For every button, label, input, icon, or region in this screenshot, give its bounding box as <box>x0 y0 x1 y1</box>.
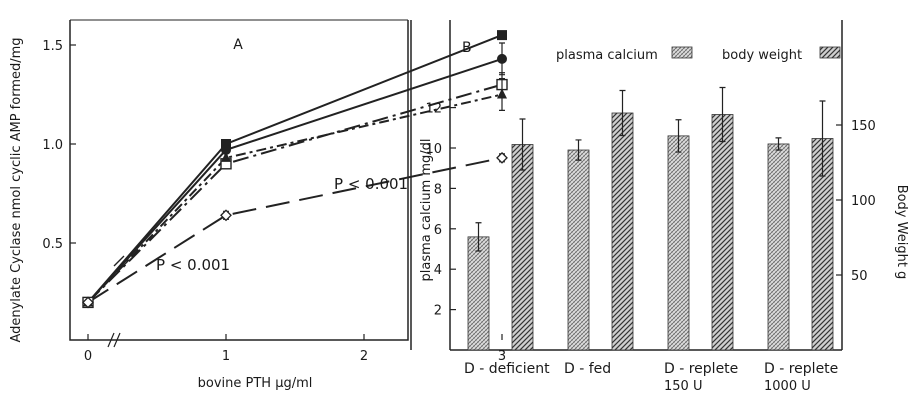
panel-a-x-tick-label: 1 <box>222 349 230 364</box>
panel-b-right-tick-label: 100 <box>851 194 876 209</box>
panel-b-left-tick-label: 4 <box>434 263 442 278</box>
calcium-error-bar <box>775 137 782 151</box>
calcium-bar <box>767 143 790 351</box>
panel-b-bars <box>467 86 834 351</box>
panel-b-right-tick-label: 150 <box>851 119 876 134</box>
panel-a-y-axis-label: Adenylate Cyclase nmol cyclic AMP formed… <box>9 37 24 342</box>
legend-label-plasma-calcium: plasma calcium <box>556 48 658 63</box>
weight-bar <box>511 144 534 351</box>
series-4-point <box>221 151 231 162</box>
panel-b-left-axis-label: plasma calcium mg/dl <box>419 138 434 281</box>
legend-swatch-plasma-calcium <box>671 46 693 59</box>
category-label: D - replete <box>664 361 738 377</box>
panel-b-left-tick-label: 10 <box>425 142 442 157</box>
panel-b-left-tick-label: 2 <box>434 304 442 319</box>
series-4-line <box>87 93 503 304</box>
weight-bar <box>711 114 734 351</box>
weight-error-bar <box>619 89 626 137</box>
series-5-point <box>220 209 232 222</box>
panel-b-right-axis-label: Body Weight g <box>894 185 909 280</box>
legend: plasma calcium body weight <box>556 46 841 63</box>
weight-error-bar <box>519 118 526 171</box>
panel-a-y-tick-label: 0.5 <box>42 237 63 252</box>
panel-a-x-tick-label: 0 <box>84 349 92 364</box>
panel-a-x-axis-break <box>107 332 121 348</box>
calcium-bar <box>667 135 690 351</box>
panel-b-left-tick-label: 8 <box>434 182 442 197</box>
panel-a-markers <box>82 30 508 309</box>
panel-b-axes: 2 4 6 8 10 12 50 100 150 <box>425 102 875 319</box>
panel-b-right-tick-label: 50 <box>851 269 868 284</box>
panel-a-x-tick-label: 2 <box>360 349 368 364</box>
series-5-point <box>82 296 94 309</box>
calcium-error-bar <box>475 222 482 252</box>
panel-b-left-tick-label: 12 <box>425 102 442 117</box>
weight-error-bar <box>719 86 726 143</box>
series-5-line <box>87 156 503 304</box>
calcium-error-bar <box>675 119 682 153</box>
panel-b-left-tick-label: 6 <box>434 223 442 238</box>
panel-a-x-axis-label: bovine PTH μg/ml <box>198 376 313 391</box>
legend-swatch-body-weight <box>819 46 841 59</box>
panel-a-frame <box>69 19 409 341</box>
series-2-point <box>221 144 231 155</box>
category-label: 1000 U <box>764 379 811 394</box>
panel-b-category-labels: D - deficient D - fed D - replete 150 U D - … <box>464 361 838 394</box>
annotation-p-value-bottom: P < 0.001 <box>156 256 230 274</box>
calcium-bar <box>567 149 590 351</box>
annotation-p-value-top: P < 0.001 <box>334 175 408 193</box>
legend-label-body-weight: body weight <box>722 48 802 63</box>
panel-a-y-tick-label: 1.5 <box>42 39 63 54</box>
category-label: 150 U <box>664 379 702 394</box>
calcium-bar <box>467 236 490 351</box>
panel-a-letter: A <box>233 37 243 53</box>
calcium-error-bar <box>575 139 582 161</box>
panel-b-letter: B <box>462 40 472 56</box>
series-1-point <box>221 139 231 149</box>
series-5-point <box>496 151 508 164</box>
series-1-point <box>497 30 507 41</box>
series-2-point <box>497 53 507 64</box>
panel-a-x-tick-label: 3 <box>498 349 506 364</box>
category-label: D - deficient <box>464 361 550 377</box>
weight-bar <box>611 112 634 351</box>
category-label: D - fed <box>564 361 611 377</box>
panel-a-y-tick-label: 1.0 <box>42 138 63 153</box>
weight-error-bar <box>819 100 826 177</box>
category-label: D - replete <box>764 361 838 377</box>
series-4-point <box>497 88 507 99</box>
